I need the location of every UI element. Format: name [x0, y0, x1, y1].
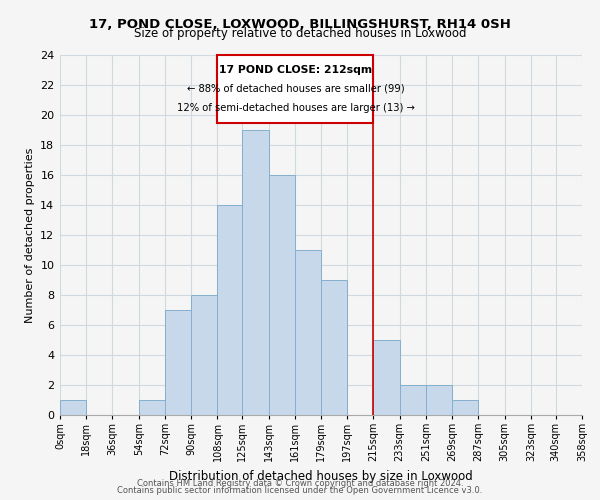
Bar: [217, 55, 373, 122]
Text: 12% of semi-detached houses are larger (13) →: 12% of semi-detached houses are larger (…: [176, 102, 415, 113]
Bar: [139, 400, 165, 415]
X-axis label: Distribution of detached houses by size in Loxwood: Distribution of detached houses by size …: [169, 470, 473, 482]
Bar: [191, 295, 217, 415]
Bar: [60, 400, 86, 415]
Text: 17 POND CLOSE: 212sqm: 17 POND CLOSE: 212sqm: [219, 65, 372, 75]
Text: Contains public sector information licensed under the Open Government Licence v3: Contains public sector information licen…: [118, 486, 482, 495]
Bar: [295, 250, 321, 415]
Text: ← 88% of detached houses are smaller (99): ← 88% of detached houses are smaller (99…: [187, 84, 404, 94]
Bar: [452, 400, 478, 415]
Text: Size of property relative to detached houses in Loxwood: Size of property relative to detached ho…: [134, 28, 466, 40]
Bar: [400, 385, 426, 415]
Bar: [373, 340, 400, 415]
Bar: [269, 175, 295, 415]
Bar: [242, 130, 269, 415]
Y-axis label: Number of detached properties: Number of detached properties: [25, 148, 35, 322]
Text: Contains HM Land Registry data © Crown copyright and database right 2024.: Contains HM Land Registry data © Crown c…: [137, 478, 463, 488]
Bar: [321, 280, 347, 415]
Bar: [426, 385, 452, 415]
Bar: [165, 310, 191, 415]
Text: 17, POND CLOSE, LOXWOOD, BILLINGSHURST, RH14 0SH: 17, POND CLOSE, LOXWOOD, BILLINGSHURST, …: [89, 18, 511, 30]
Bar: [217, 205, 242, 415]
